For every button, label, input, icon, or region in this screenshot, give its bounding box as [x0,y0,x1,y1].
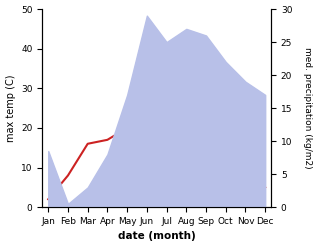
Y-axis label: max temp (C): max temp (C) [5,74,16,142]
Y-axis label: med. precipitation (kg/m2): med. precipitation (kg/m2) [303,47,313,169]
X-axis label: date (month): date (month) [118,231,196,242]
